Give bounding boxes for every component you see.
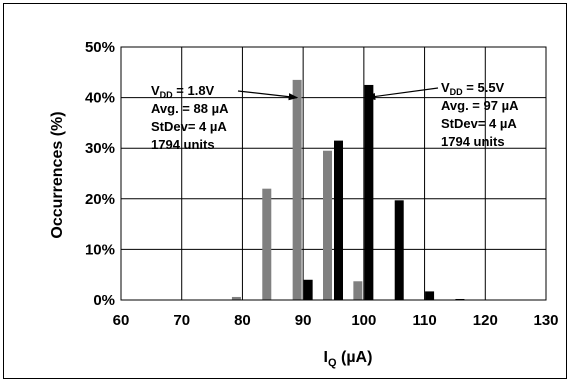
x-tick-label: 60	[113, 312, 130, 329]
annotation-line: StDev= 4 µA	[151, 119, 227, 134]
bar-black-115	[455, 298, 465, 300]
x-axis-ticks: 60 70 80 90 100 110 120 130	[113, 312, 559, 329]
x-tick-label: 120	[473, 312, 498, 329]
annotation-line: StDev= 4 µA	[441, 116, 517, 131]
x-tick-label: 70	[173, 312, 190, 329]
bar-black-105	[394, 200, 404, 300]
y-axis-ticks: 0% 10% 20% 30% 40% 50%	[85, 39, 115, 309]
x-tick-label: 110	[412, 312, 436, 329]
plot-area-border	[120, 46, 547, 301]
bar-gray-95	[323, 150, 332, 300]
bar-gray-85	[262, 188, 272, 300]
y-tick-label: 40%	[85, 90, 115, 107]
bars-group	[231, 79, 465, 300]
bar-gray-100	[353, 281, 363, 300]
y-tick-label: 30%	[85, 140, 115, 157]
bar-gray-90	[292, 79, 302, 300]
annotation-line: Avg. = 88 µA	[151, 101, 229, 116]
bar-black-90	[303, 279, 313, 300]
x-tick-label: 100	[351, 312, 376, 329]
annotation-line: VDD = 1.8V	[151, 83, 215, 100]
x-tick-label: 90	[295, 312, 312, 329]
x-axis-title: IQ (µA)	[324, 349, 373, 369]
annotation-arrow	[365, 87, 439, 101]
y-tick-label: 10%	[85, 241, 115, 258]
y-tick-label: 0%	[93, 292, 115, 309]
x-tick-label: 80	[234, 312, 251, 329]
annotation-line: VDD = 5.5V	[441, 80, 505, 97]
bar-black-95	[334, 140, 343, 300]
x-tick-label: 130	[533, 312, 558, 329]
annotation-arrow	[237, 90, 299, 101]
y-tick-label: 20%	[85, 191, 115, 208]
y-tick-label: 50%	[85, 39, 115, 56]
bar-black-100	[364, 84, 374, 300]
bar-gray-80	[231, 296, 241, 300]
bar-black-110	[425, 291, 435, 300]
annotation-line: 1794 units	[441, 134, 505, 149]
chart-frame	[3, 3, 567, 379]
y-axis-title: Occurrences (%)	[49, 111, 66, 238]
annotation-line: 1794 units	[151, 137, 215, 152]
annotation-line: Avg. = 97 µA	[441, 98, 519, 113]
